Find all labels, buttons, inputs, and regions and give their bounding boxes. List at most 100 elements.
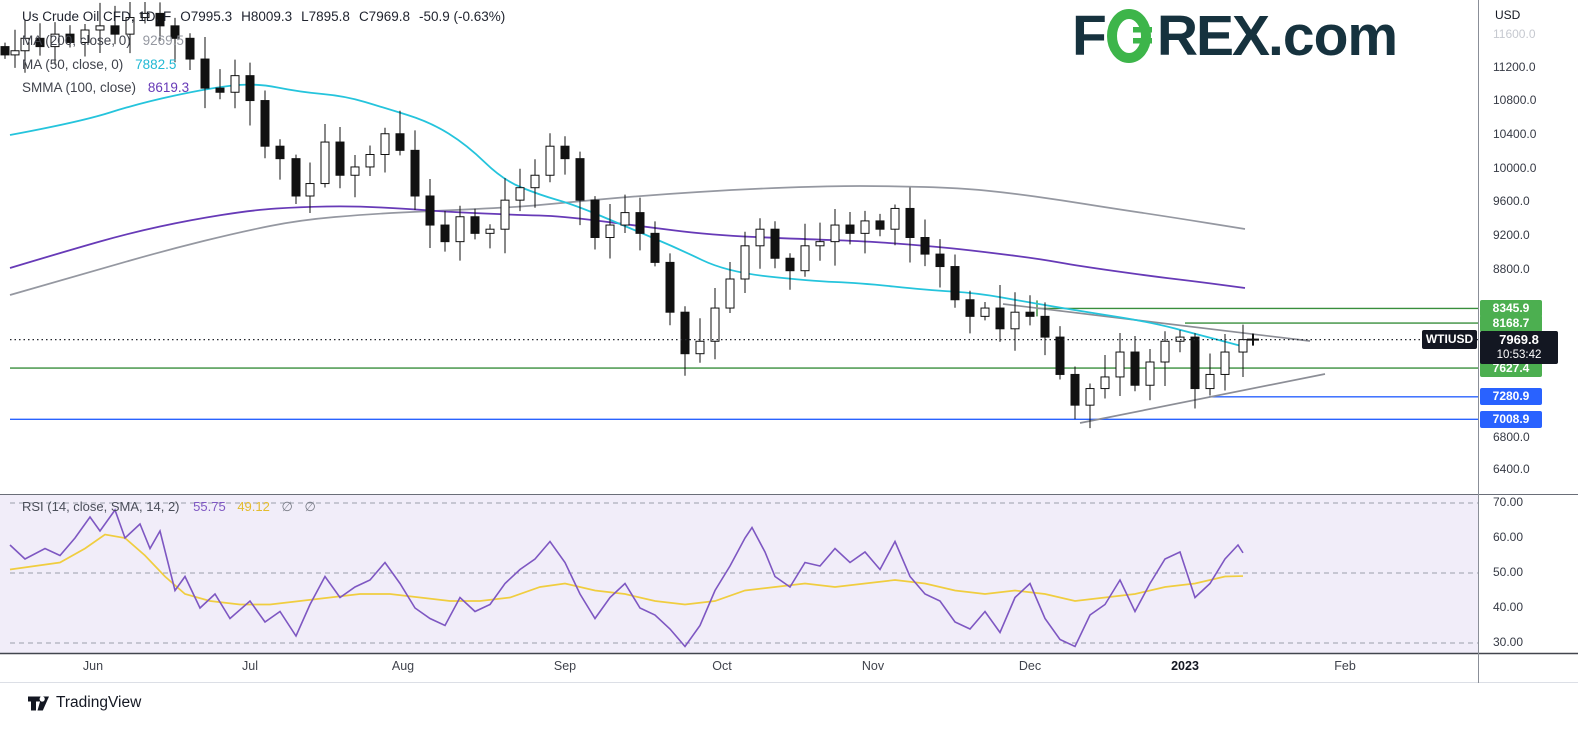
candle-body [10, 50, 20, 56]
last-price-value: 7969.8 [1499, 332, 1539, 348]
candle-body [155, 12, 165, 27]
ohlc-low: L7895.8 [301, 9, 350, 24]
rsi-tick-label: 40.00 [1493, 600, 1524, 614]
candle-body [485, 228, 495, 234]
candle-body [50, 33, 60, 48]
ma50-label: MA (50, close, 0) [22, 57, 124, 72]
candle-body [1055, 336, 1065, 375]
candle-body [560, 145, 570, 160]
rsi-ma-value: 49.12 [237, 499, 270, 514]
candle-body [1160, 340, 1170, 363]
price-axis[interactable]: USD 7969.8 10:53:42 11600.0 11200.0 10800.… [1479, 0, 1578, 683]
last-price-time: 10:53:42 [1496, 349, 1542, 362]
candle-body [830, 224, 840, 243]
candle-body [20, 37, 30, 52]
rsi-ma-line [9, 533, 1244, 606]
smma100-value: 8619.3 [147, 80, 190, 95]
candle-body [605, 224, 615, 239]
price-chart-svg[interactable] [0, 0, 1578, 683]
ma200-legend-row[interactable]: MA (200, close, 0) 9269.5 [22, 33, 184, 48]
smma100-label: SMMA (100, close) [22, 80, 137, 95]
rsi-label: RSI (14, close, SMA, 14, 2) [22, 499, 180, 514]
symbol-legend-row[interactable]: Us Crude Oil CFD, 1D, F O7995.3 H8009.3 L78… [22, 9, 505, 24]
axis-currency-label: USD [1495, 8, 1521, 22]
candles [0, 2, 1248, 429]
trendline[interactable] [1079, 373, 1326, 424]
price-tick-label: 9200.0 [1493, 228, 1530, 242]
ohlc-high: H8009.3 [241, 9, 293, 24]
tradingview-attribution[interactable]: TradingView [28, 694, 141, 712]
forex-logo-o-icon [1106, 9, 1152, 63]
time-tick-label: Sep [553, 659, 577, 673]
candle-body [785, 257, 795, 272]
price-tick-label: 10800.0 [1493, 93, 1537, 107]
rsi-tick-label: 30.00 [1493, 635, 1524, 649]
candle-body [80, 29, 90, 43]
time-tick-label: Feb [1334, 659, 1356, 673]
candle-body [1040, 315, 1050, 338]
tradingview-logo-text: TradingView [56, 694, 142, 711]
time-tick-label: Jul [242, 659, 258, 673]
rsi-tick-label: 70.00 [1493, 495, 1524, 509]
rsi-value: 55.75 [193, 499, 226, 514]
candle-body [875, 220, 885, 230]
candle-body [35, 37, 45, 48]
candle-body [1085, 388, 1095, 406]
candle-body [500, 199, 510, 230]
trendline[interactable] [1002, 303, 1311, 342]
candle-body [545, 145, 555, 176]
candle-body [800, 245, 810, 272]
price-tick-label: 10400.0 [1493, 127, 1537, 141]
price-tick-label: 6400.0 [1493, 462, 1530, 476]
candle-body [260, 100, 270, 147]
candle-body [1100, 376, 1110, 390]
candle-body [335, 141, 345, 176]
time-tick-label: Aug [391, 659, 415, 673]
time-tick-label: Jun [82, 659, 104, 673]
candle-body [665, 261, 675, 313]
candle-body [725, 278, 735, 309]
candle-body [65, 33, 75, 43]
time-tick-label: Nov [861, 659, 885, 673]
candle-body [680, 311, 690, 355]
candle-body [440, 224, 450, 243]
candle-body [1070, 373, 1080, 406]
candle-body [425, 195, 435, 226]
candle-body [995, 307, 1005, 330]
candle-body [935, 253, 945, 268]
ohlc-close: C7969.8 [358, 9, 410, 24]
candle-body [695, 340, 705, 355]
candle-body [740, 245, 750, 280]
price-tick-label: 11200.0 [1493, 60, 1536, 74]
candle-body [1205, 373, 1215, 390]
candle-body [860, 220, 870, 234]
candle-body [1025, 311, 1035, 317]
candle-body [230, 75, 240, 93]
smma100-legend-row[interactable]: SMMA (100, close) 8619.3 [22, 80, 189, 95]
forex-logo-rex: REX [1156, 4, 1270, 68]
candle-body [1220, 351, 1230, 375]
candle-body [980, 307, 990, 317]
rsi-tick-label: 60.00 [1493, 530, 1524, 544]
candle-body [170, 25, 180, 39]
time-axis[interactable]: Jun Jul Aug Sep Oct Nov Dec 2023 Feb [0, 654, 1478, 682]
candle-body [770, 228, 780, 259]
candle-body [305, 183, 315, 197]
candle-body [890, 207, 900, 230]
rsi-legend-row[interactable]: RSI (14, close, SMA, 14, 2) 55.75 49.12 … [22, 499, 316, 515]
candle-body [365, 154, 375, 168]
candle-body [1145, 361, 1155, 386]
candle-body [185, 37, 195, 60]
time-tick-label: Dec [1018, 659, 1042, 673]
candle-body [815, 241, 825, 247]
candle-body [575, 158, 585, 201]
candle-body [455, 216, 465, 243]
level-price-badge: 7008.9 [1480, 410, 1542, 428]
candle-body [755, 228, 765, 247]
level-price-badge: 8168.7 [1480, 314, 1542, 332]
candle-body [275, 145, 285, 160]
candle-body [530, 174, 540, 189]
ma50-legend-row[interactable]: MA (50, close, 0) 7882.5 [22, 57, 176, 72]
candle-body [1190, 336, 1200, 390]
